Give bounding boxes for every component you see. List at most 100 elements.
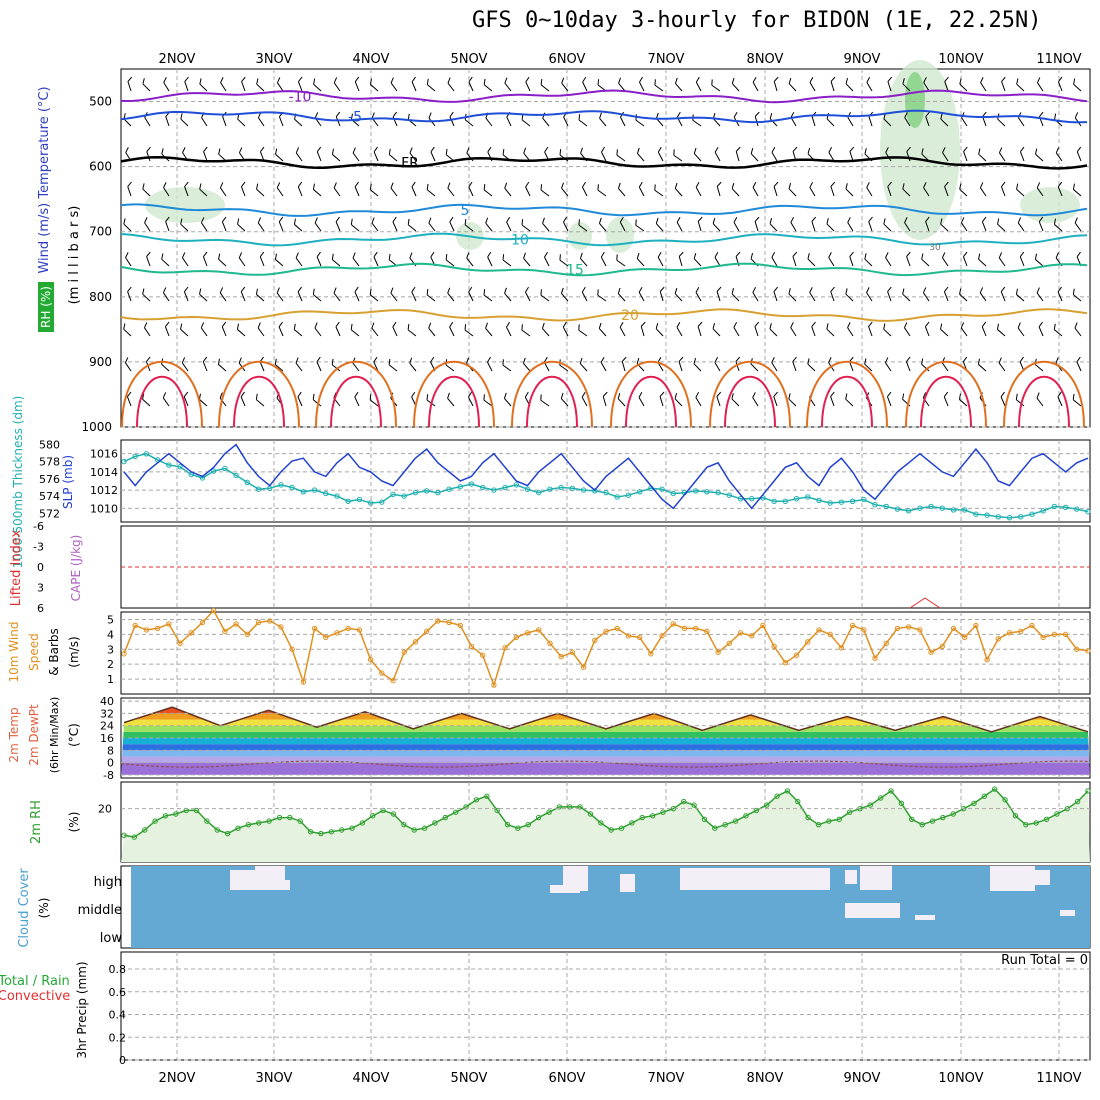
isotherm-25-loop <box>625 375 677 428</box>
precip-tick-label: 0.8 <box>109 963 127 976</box>
wind-barb-flag <box>925 111 930 117</box>
wind-barb <box>940 113 949 127</box>
wind-barb <box>125 252 132 267</box>
wind-barb-flag <box>864 148 867 155</box>
wind-barb <box>733 216 740 232</box>
wind-barb-flag <box>1019 251 1025 258</box>
wind-barb <box>654 79 664 92</box>
wind-barb-flag <box>982 111 987 117</box>
wind-barb <box>123 218 132 232</box>
wind-barb <box>162 392 170 407</box>
wind-barb-flag <box>502 254 505 261</box>
wind-barb-staff <box>731 293 740 302</box>
wind-barb-flag <box>560 287 564 294</box>
wind-barb <box>483 183 493 197</box>
wind-barb <box>430 146 436 162</box>
wind-barb-staff <box>1073 189 1082 197</box>
wind-barb-flag <box>750 147 754 154</box>
wind-barb-staff <box>144 117 151 127</box>
rh-contour-label: 30 <box>929 243 941 253</box>
wind-barb-staff <box>904 117 911 127</box>
isotherm-label: 20 <box>621 308 639 324</box>
rh-point <box>732 818 739 824</box>
temp-tick-label: 32 <box>100 707 114 720</box>
wind-speed-point <box>973 622 979 629</box>
wind-tick-label: 4 <box>107 628 114 641</box>
wind-barb-flag <box>887 391 892 397</box>
wind-barb-flag <box>1072 288 1075 295</box>
wind-barb-staff <box>183 291 189 302</box>
wind-barb-flag <box>409 357 413 364</box>
wind-barb-staff <box>866 292 873 302</box>
wind-barb-staff <box>199 293 208 302</box>
wind-barb-flag <box>240 391 245 398</box>
wind-barb-flag <box>502 359 504 366</box>
wind-barb-staff <box>1076 361 1082 372</box>
day-label-top: 6NOV <box>549 52 586 67</box>
wind-barb-flag <box>771 146 776 153</box>
wind-barb-staff <box>540 399 550 407</box>
wind-barb-staff <box>697 221 702 232</box>
wind-barb-staff <box>714 362 721 372</box>
wind-barb-staff <box>790 222 797 232</box>
wind-barb-staff <box>674 188 683 197</box>
wind-barb-staff <box>811 221 816 232</box>
wind-barb-flag <box>1016 78 1019 85</box>
wind-barb-flag <box>616 254 618 261</box>
rh-point <box>349 825 355 831</box>
wind-barb <box>1057 286 1063 302</box>
rh-point <box>432 820 438 826</box>
wind-barb <box>369 78 379 92</box>
wind-barb-flag <box>597 289 599 296</box>
wind-barb-flag <box>483 78 486 85</box>
wind-barb-flag <box>1072 393 1075 400</box>
wind-barb <box>845 183 854 197</box>
wind-barb-staff <box>599 118 607 127</box>
pressure-tick-label: 700 <box>89 225 112 239</box>
wind-barb-flag <box>788 183 792 189</box>
wind-barb-flag <box>731 77 735 84</box>
wind-barb <box>274 253 284 267</box>
wind-barb-staff <box>294 224 303 232</box>
wind-barb-staff <box>866 187 873 197</box>
wind-speed-point <box>345 625 351 632</box>
wind-barb-flag <box>276 182 281 189</box>
wind-barb-flag <box>693 358 697 364</box>
wind-barb-flag <box>521 219 524 226</box>
wind-barb <box>712 217 721 232</box>
wind-barb-flag <box>200 217 205 223</box>
wind-barb <box>979 287 987 302</box>
wind-barb-staff <box>598 328 607 337</box>
wind-speed-point <box>323 634 329 641</box>
wind-barb-flag <box>906 146 911 152</box>
wind-barb-staff <box>165 221 170 232</box>
rh-shading <box>880 60 960 240</box>
wind-barb <box>218 148 227 162</box>
thickness-line <box>123 453 1089 519</box>
wind-barb <box>143 322 151 337</box>
wind-barb-staff <box>692 119 702 127</box>
wind-barb-flag <box>124 357 129 363</box>
wind-barb <box>638 391 645 407</box>
wind-barb <box>906 146 911 162</box>
panel-frame-wind <box>120 611 1091 695</box>
wind-barb-staff <box>203 151 208 162</box>
wind-barb-staff <box>521 224 531 232</box>
wind-barb-flag <box>981 321 987 328</box>
wind-tick-label: 2 <box>107 658 114 671</box>
wind-barb <box>354 181 360 197</box>
wind-speed-point <box>1040 634 1046 641</box>
wind-barb-staff <box>180 118 189 127</box>
rh-point <box>919 821 925 828</box>
wind-barb <box>692 114 702 127</box>
wind-barb-staff <box>502 259 512 267</box>
day-label-top: 4NOV <box>353 52 390 67</box>
wind-barb <box>581 286 588 302</box>
wind-barb-staff <box>621 361 626 372</box>
rh-point <box>390 811 397 817</box>
wind-barb-flag <box>335 321 340 328</box>
wind-barb-flag <box>640 321 646 327</box>
wind-barb-staff <box>752 82 759 92</box>
rh-point <box>142 827 148 833</box>
wind-barb-flag <box>581 391 586 398</box>
